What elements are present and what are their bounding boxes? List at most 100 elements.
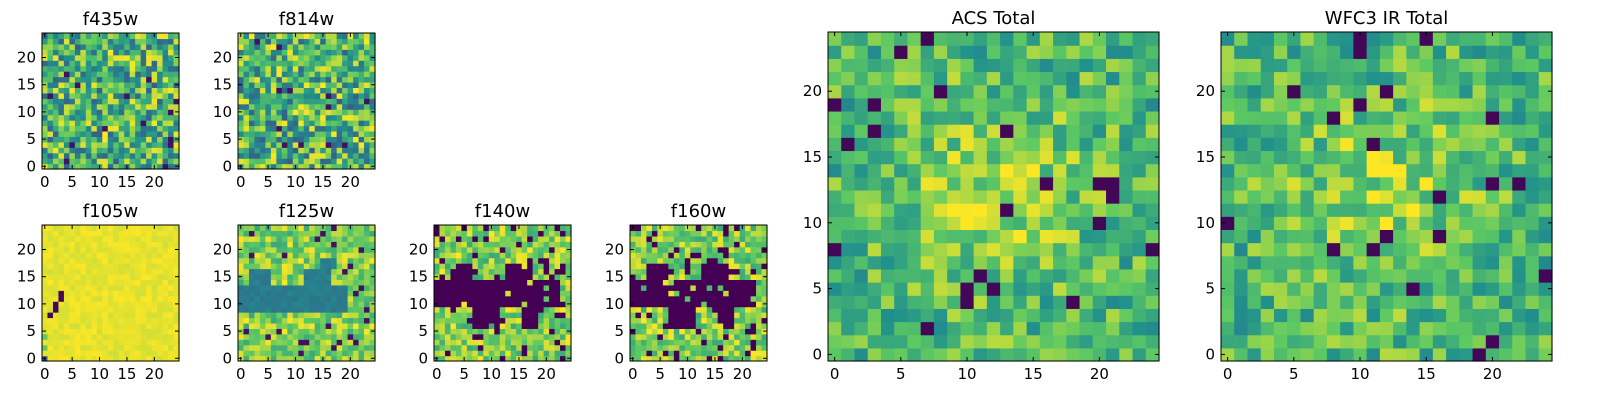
heatmap-cell: [47, 141, 54, 148]
heatmap-cell: [303, 312, 310, 319]
heatmap-cell: [58, 109, 65, 116]
heatmap-cell: [85, 312, 92, 319]
heatmap-cell: [276, 141, 283, 148]
heatmap-cell: [477, 268, 484, 275]
heatmap-cell: [80, 230, 87, 237]
heatmap-cell: [521, 295, 528, 302]
heatmap-cell: [259, 355, 266, 362]
heatmap-cell: [358, 273, 365, 280]
heatmap-cell: [662, 225, 669, 232]
heatmap-cell: [320, 333, 327, 340]
heatmap-cell: [960, 110, 975, 125]
heatmap-cell: [42, 130, 49, 137]
heatmap-cell: [151, 268, 158, 275]
heatmap-cell: [1221, 242, 1235, 257]
heatmap-cell: [276, 71, 283, 78]
heatmap-cell: [314, 120, 321, 127]
heatmap-cell: [1499, 229, 1513, 244]
heatmap-cell: [538, 350, 545, 357]
heatmap-cell: [124, 295, 131, 302]
heatmap-cell: [706, 322, 713, 329]
heatmap-cell: [320, 141, 327, 148]
heatmap-cell: [107, 317, 114, 324]
y-tick-label: 0: [26, 157, 36, 175]
heatmap-cell: [248, 109, 256, 116]
heatmap-cell: [1132, 71, 1147, 86]
heatmap-cell: [353, 130, 360, 137]
heatmap-cell: [364, 339, 371, 346]
heatmap-cell: [646, 290, 653, 297]
heatmap-cell: [331, 163, 338, 170]
heatmap-cell: [695, 279, 702, 286]
heatmap-cell: [756, 290, 763, 297]
heatmap-cell: [657, 241, 664, 248]
heatmap-cell: [129, 81, 136, 88]
heatmap-cell: [439, 339, 446, 346]
heatmap-cell: [157, 268, 164, 275]
heatmap-cell: [129, 252, 136, 259]
heatmap-cell: [679, 312, 686, 319]
heatmap-cell: [314, 114, 321, 121]
heatmap-cell: [706, 225, 713, 232]
heatmap-cell: [85, 246, 92, 253]
heatmap-cell: [1053, 268, 1067, 283]
heatmap-cell: [91, 301, 98, 308]
heatmap-cell: [1353, 163, 1368, 178]
heatmap-cell: [292, 268, 299, 275]
heatmap-cell: [880, 97, 895, 112]
heatmap-cell: [679, 273, 686, 280]
heatmap-cell: [353, 98, 360, 105]
heatmap-cell: [1053, 71, 1067, 86]
heatmap-cell: [96, 87, 103, 94]
y-tick-label: 20: [17, 240, 36, 258]
heatmap-cell: [1379, 229, 1394, 244]
heatmap-cell: [276, 98, 283, 105]
heatmap-cell: [739, 257, 746, 264]
heatmap-cell: [238, 322, 245, 329]
heatmap-cell: [168, 158, 175, 165]
heatmap-cell: [986, 84, 1001, 99]
heatmap-cell: [69, 246, 76, 253]
heatmap-cell: [1260, 229, 1275, 244]
heatmap-cell: [353, 71, 360, 78]
heatmap-cell: [146, 33, 153, 40]
heatmap-cell: [102, 120, 109, 127]
heatmap-cell: [466, 284, 473, 291]
heatmap-cell: [369, 235, 376, 242]
heatmap-cell: [91, 152, 98, 159]
heatmap-cell: [1013, 216, 1028, 230]
heatmap-cell: [52, 147, 60, 154]
heatmap-cell: [248, 43, 256, 50]
heatmap-cell: [47, 98, 54, 105]
heatmap-cell: [701, 279, 708, 286]
heatmap-cell: [1132, 321, 1147, 336]
heatmap-cell: [1287, 189, 1302, 204]
heatmap-cell: [364, 263, 371, 270]
heatmap-cell: [532, 268, 539, 275]
heatmap-cell: [662, 290, 669, 297]
heatmap-cell: [828, 163, 842, 178]
heatmap-cell: [259, 87, 266, 94]
heatmap-cell: [303, 147, 310, 154]
heatmap-cell: [42, 295, 49, 302]
heatmap-cell: [717, 225, 724, 232]
heatmap-cell: [331, 60, 338, 67]
heatmap-cell: [325, 125, 332, 132]
heatmap-cell: [85, 152, 92, 159]
heatmap-cell: [113, 312, 120, 319]
heatmap-cell: [947, 176, 961, 191]
heatmap-cell: [331, 130, 338, 137]
heatmap-cell: [947, 242, 961, 257]
heatmap-cell: [270, 136, 277, 143]
heatmap-cell: [907, 321, 922, 336]
heatmap-cell: [920, 71, 935, 86]
heatmap-cell: [320, 136, 327, 143]
heatmap-cell: [107, 230, 114, 237]
heatmap-cell: [173, 33, 180, 40]
heatmap-cell: [986, 58, 1001, 73]
heatmap-cell: [894, 255, 909, 270]
heatmap-cell: [1273, 308, 1288, 323]
heatmap-cell: [243, 355, 250, 362]
heatmap-cell: [960, 137, 975, 152]
